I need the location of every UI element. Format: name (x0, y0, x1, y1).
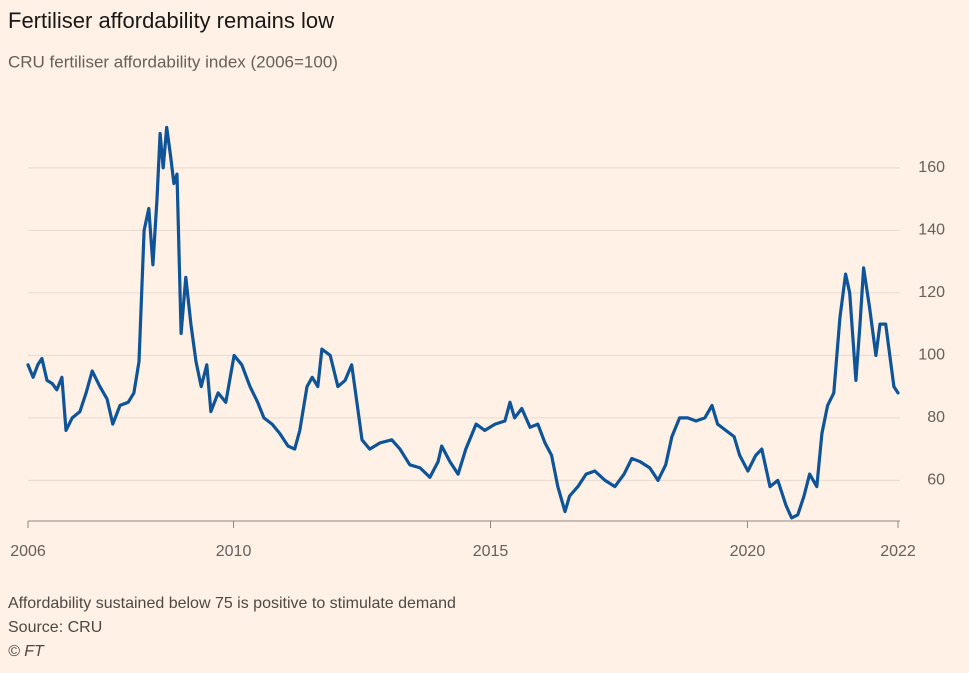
y-tick-label: 160 (918, 159, 945, 176)
y-tick-label: 140 (918, 222, 945, 239)
chart-title: Fertiliser affordability remains low (8, 8, 334, 33)
y-tick-label: 60 (927, 472, 945, 489)
note: Affordability sustained below 75 is posi… (8, 595, 456, 612)
chart-subtitle: CRU fertiliser affordability index (2006… (8, 52, 338, 71)
y-tick-label: 100 (918, 347, 945, 364)
series-line (26, 125, 900, 520)
x-tick-label: 2006 (10, 543, 46, 560)
x-tick-label: 2015 (473, 543, 509, 560)
y-tick-label: 80 (927, 409, 945, 426)
credit: © FT (8, 643, 45, 660)
x-tick-label: 2020 (730, 543, 766, 560)
x-tick-label: 2010 (216, 543, 252, 560)
x-tick-label: 2022 (880, 543, 916, 560)
source: Source: CRU (8, 619, 102, 636)
y-tick-label: 120 (918, 284, 945, 301)
